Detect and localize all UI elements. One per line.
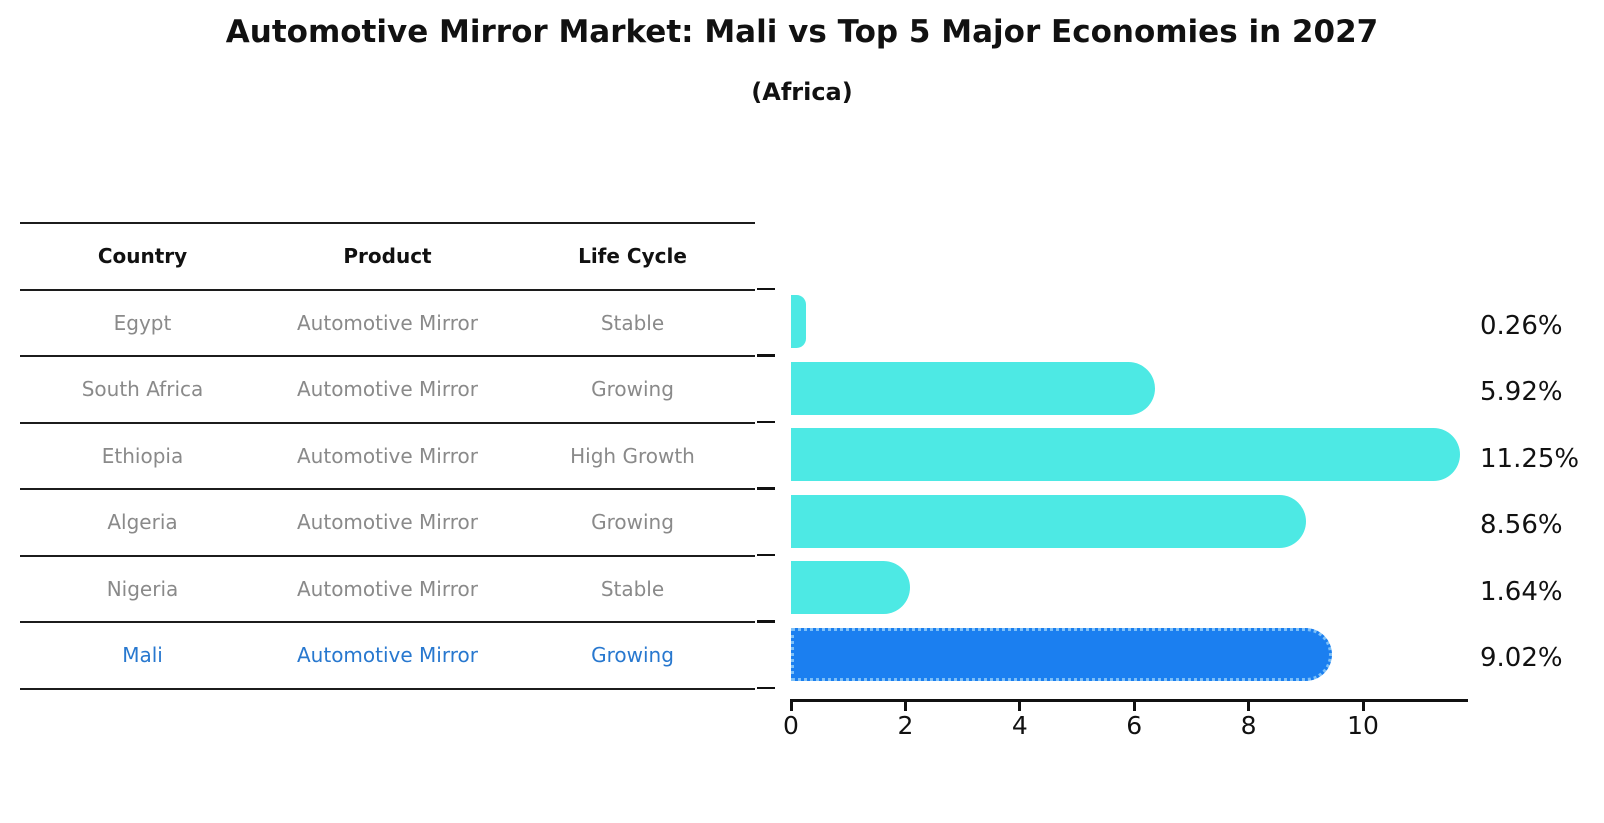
y-axis-tick xyxy=(757,620,775,623)
table-row-algeria-cell: Algeria xyxy=(107,510,178,535)
value-label-nigeria: 1.64% xyxy=(1480,576,1563,607)
bar-egypt xyxy=(791,295,806,349)
y-axis-tick xyxy=(757,553,775,556)
table-row-ethiopia-cell: High Growth xyxy=(570,443,695,468)
y-axis-tick xyxy=(757,287,775,290)
x-axis-tick xyxy=(903,702,907,711)
chart-title: Automotive Mirror Market: Mali vs Top 5 … xyxy=(225,14,1379,50)
bar-algeria xyxy=(791,494,1306,548)
table-row-egypt-cell: Automotive Mirror xyxy=(297,310,478,335)
table-row-algeria: Algeria Automotive Mirror Growing xyxy=(20,490,755,557)
x-axis-tick-label: 2 xyxy=(897,711,914,740)
x-axis-tick xyxy=(789,702,793,711)
table-row-mali-cell: Automotive Mirror xyxy=(297,643,478,668)
table-row-ethiopia-cell: Automotive Mirror xyxy=(297,443,478,468)
bar-mali xyxy=(791,627,1332,681)
table-row-south-africa-cell: Growing xyxy=(591,377,674,402)
table-row-ethiopia: Ethiopia Automotive Mirror High Growth xyxy=(20,424,755,490)
x-axis-tick xyxy=(1132,702,1136,711)
table-header-row-cell: Country xyxy=(97,244,188,269)
value-label-egypt: 0.26% xyxy=(1480,310,1563,341)
table-row-nigeria: Nigeria Automotive Mirror Stable xyxy=(20,557,755,623)
x-axis-tick-label: 0 xyxy=(783,711,799,740)
chart-subtitle: (Africa) xyxy=(751,78,853,106)
table-row-egypt-cell: Stable xyxy=(600,310,665,335)
table-row-nigeria-cell: Stable xyxy=(600,576,665,601)
table-row-south-africa-cell: Automotive Mirror xyxy=(297,377,478,402)
bar-chart xyxy=(791,222,1468,688)
y-axis-tick xyxy=(757,487,775,490)
table-row-nigeria-cell: Automotive Mirror xyxy=(297,576,478,601)
table-row-mali-cell: Growing xyxy=(591,643,674,668)
table-header-row-cell: Life Cycle xyxy=(578,244,687,269)
table-row-mali: Mali Automotive Mirror Growing xyxy=(20,623,755,690)
value-label-south-africa: 5.92% xyxy=(1480,377,1563,408)
x-axis-line xyxy=(790,699,1468,702)
x-axis-tick-label: 10 xyxy=(1347,711,1379,740)
table-row-south-africa: South Africa Automotive Mirror Growing xyxy=(20,357,755,424)
table-row-egypt: Egypt Automotive Mirror Stable xyxy=(20,291,755,357)
table-header-row: Country Product Life Cycle xyxy=(20,224,755,291)
x-axis-tick-label: 8 xyxy=(1240,711,1257,740)
x-axis-tick-label: 6 xyxy=(1126,711,1143,740)
value-label-algeria: 8.56% xyxy=(1480,510,1563,541)
table-header-row-cell: Product xyxy=(343,244,432,269)
table-row-egypt-cell: Egypt xyxy=(113,310,172,335)
bar-south-africa xyxy=(791,361,1155,415)
country-table: Country Product Life Cycle Egypt Automotive … xyxy=(20,222,755,690)
bar-nigeria xyxy=(791,561,910,615)
y-axis-tick xyxy=(757,354,775,357)
table-row-mali-cell: Mali xyxy=(122,643,163,668)
bar-ethiopia xyxy=(791,428,1460,482)
table-row-algeria-cell: Automotive Mirror xyxy=(297,510,478,535)
table-row-ethiopia-cell: Ethiopia xyxy=(101,443,184,468)
x-axis-tick xyxy=(1247,702,1251,711)
value-label-mali: 9.02% xyxy=(1480,643,1563,674)
table-row-algeria-cell: Growing xyxy=(591,510,674,535)
value-label-ethiopia: 11.25% xyxy=(1480,443,1580,474)
x-axis-tick xyxy=(1361,702,1365,711)
y-axis-tick xyxy=(757,420,775,423)
x-axis-tick-label: 4 xyxy=(1011,711,1028,740)
table-row-south-africa-cell: South Africa xyxy=(81,377,204,402)
x-axis-tick xyxy=(1018,702,1022,711)
table-row-nigeria-cell: Nigeria xyxy=(106,576,179,601)
y-axis-tick xyxy=(757,686,775,689)
